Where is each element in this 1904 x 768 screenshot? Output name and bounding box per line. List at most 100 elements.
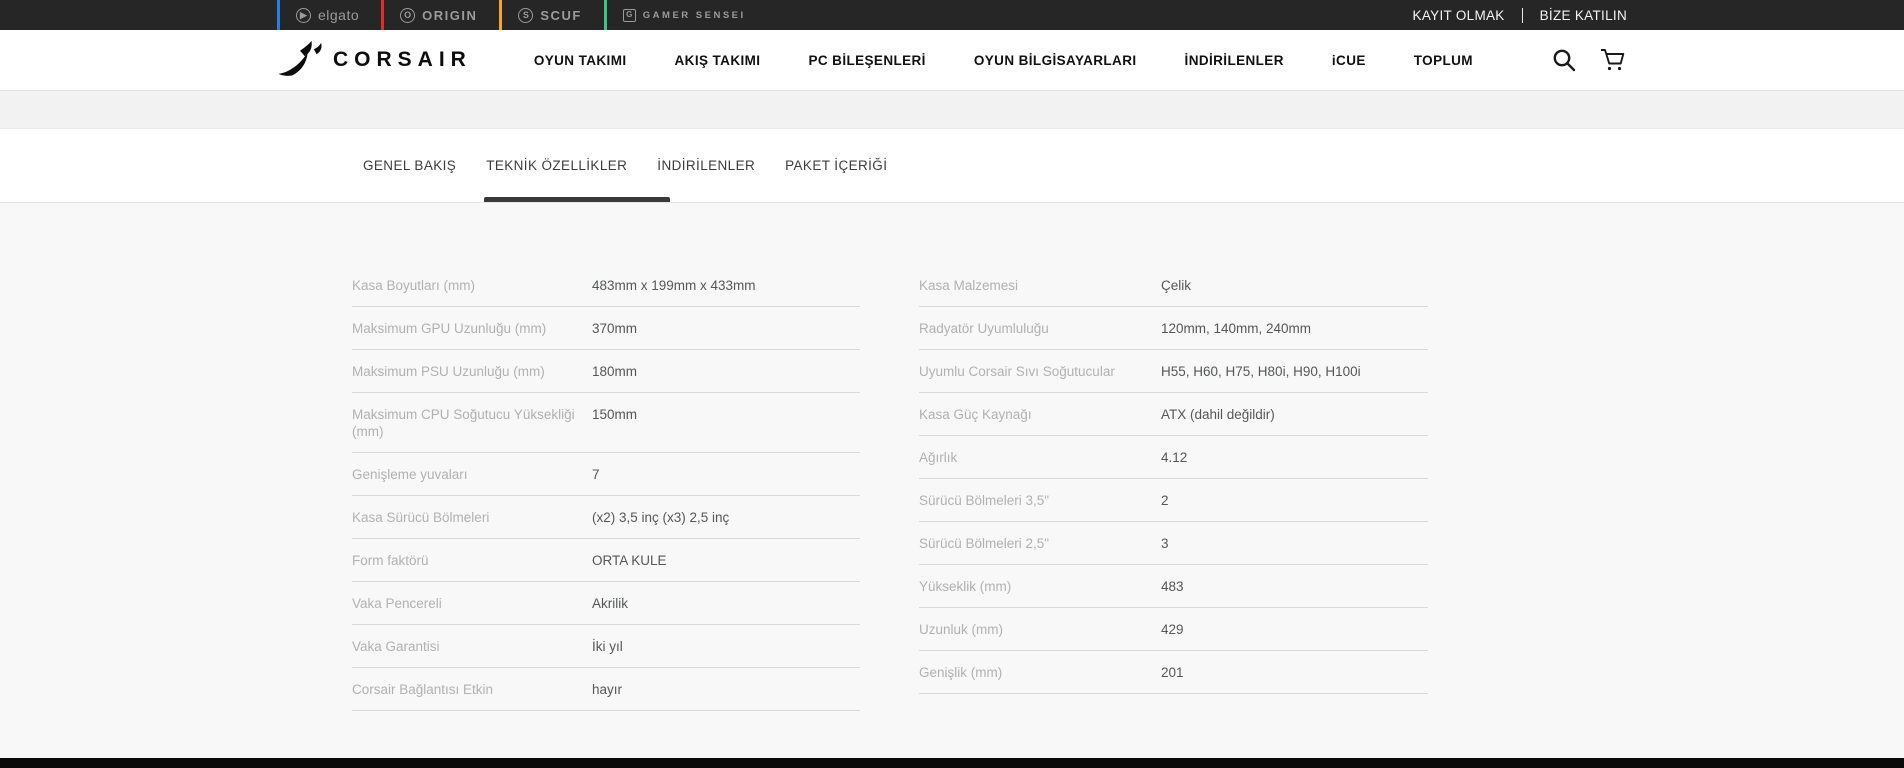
- page-subheader-strip: [0, 91, 1904, 129]
- spec-label: Uyumlu Corsair Sıvı Soğutucular: [919, 364, 1115, 379]
- spec-label: Sürücü Bölmeleri 2,5": [919, 536, 1050, 551]
- spec-value: İki yıl: [592, 639, 623, 654]
- spec-value: 3: [1161, 536, 1169, 551]
- tab-0[interactable]: GENEL BAKIŞ: [363, 158, 457, 173]
- search-icon[interactable]: [1551, 47, 1577, 73]
- brand-divider: [381, 0, 385, 30]
- spec-value: ATX (dahil değildir): [1161, 407, 1275, 422]
- brand-label: ORIGIN: [422, 7, 478, 23]
- spec-value: 2: [1161, 493, 1169, 508]
- brand-divider: [277, 0, 280, 30]
- spec-label: Genişleme yuvaları: [352, 467, 468, 482]
- nav-item-2[interactable]: PC BİLEŞENLERİ: [808, 52, 926, 68]
- brand-label: SCUF: [540, 7, 582, 23]
- primary-nav: OYUN TAKIMI AKIŞ TAKIMI PC BİLEŞENLERİ OYUN…: [534, 53, 1473, 68]
- partner-brands-bar: ▶ elgato O ORIGIN S SCUF G GAMER SENSEI KAYIT O…: [0, 0, 1904, 30]
- brand-link-3[interactable]: G GAMER SENSEI: [607, 0, 768, 30]
- spec-row: Maksimum PSU Uzunluğu (mm) 180mm: [352, 350, 860, 393]
- spec-row: Maksimum GPU Uzunluğu (mm) 370mm: [352, 307, 860, 350]
- spec-value: 180mm: [592, 364, 638, 379]
- tab-1[interactable]: TEKNİK ÖZELLİKLER: [484, 129, 671, 202]
- spec-label: Form faktörü: [352, 553, 429, 568]
- spec-row: Corsair Bağlantısı Etkin hayır: [352, 668, 860, 711]
- brand-link-2[interactable]: S SCUF: [502, 0, 603, 30]
- spec-row: Yükseklik (mm) 483: [919, 565, 1428, 608]
- spec-label: Kasa Sürücü Bölmeleri: [352, 510, 490, 525]
- nav-item-4[interactable]: İNDİRİLENLER: [1184, 52, 1284, 68]
- spec-row: Genişlik (mm) 201: [919, 651, 1428, 694]
- brand-link-0[interactable]: ▶ elgato: [280, 0, 381, 30]
- elgato-icon: ▶: [296, 7, 311, 23]
- corsair-sails-icon: [277, 41, 323, 79]
- spec-value: hayır: [592, 682, 623, 697]
- spec-row: Ağırlık 4.12: [919, 436, 1428, 479]
- gamer-sensei-icon: G: [622, 8, 636, 22]
- spec-label: Radyatör Uyumluluğu: [919, 321, 1049, 336]
- nav-item-6[interactable]: TOPLUM: [1413, 52, 1473, 68]
- corsair-wordmark: CORSAIR: [333, 48, 472, 71]
- nav-item-1[interactable]: AKIŞ TAKIMI: [674, 52, 761, 68]
- auth-divider: [1521, 7, 1523, 23]
- spec-value: ORTA KULE: [592, 553, 667, 568]
- spec-value: 201: [1161, 665, 1184, 680]
- spec-table-left: Kasa Boyutları (mm) 483mm x 199mm x 433mm…: [352, 264, 860, 711]
- spec-row: Uzunluk (mm) 429: [919, 608, 1428, 651]
- spec-row: Kasa Malzemesi Çelik: [919, 264, 1428, 307]
- join-link[interactable]: BİZE KATILIN: [1539, 7, 1627, 23]
- spec-label: Vaka Garantisi: [352, 639, 440, 654]
- spec-row: Kasa Sürücü Bölmeleri (x2) 3,5 inç (x3) 2…: [352, 496, 860, 539]
- tab-2[interactable]: İNDİRİLENLER: [657, 158, 756, 173]
- spec-row: Radyatör Uyumluluğu 120mm, 140mm, 240mm: [919, 307, 1428, 350]
- spec-label: Kasa Güç Kaynağı: [919, 407, 1032, 422]
- spec-row: Genişleme yuvaları 7: [352, 453, 860, 496]
- brand-link-1[interactable]: O ORIGIN: [384, 0, 499, 30]
- spec-label: Corsair Bağlantısı Etkin: [352, 682, 494, 697]
- cart-icon[interactable]: [1599, 47, 1627, 73]
- spec-row: Vaka Garantisi İki yıl: [352, 625, 860, 668]
- spec-value: 483mm x 199mm x 433mm: [592, 278, 756, 293]
- footer-bar: [0, 758, 1904, 768]
- spec-label: Kasa Boyutları (mm): [352, 278, 476, 293]
- spec-label: Maksimum PSU Uzunluğu (mm): [352, 364, 545, 379]
- brand-divider: [499, 0, 503, 30]
- spec-label: Uzunluk (mm): [919, 622, 1004, 637]
- product-tabs-bar: GENEL BAKIŞ TEKNİK ÖZELLİKLER İNDİRİLENLER…: [0, 129, 1904, 203]
- spec-row: Vaka Pencereli Akrilik: [352, 582, 860, 625]
- origin-icon: O: [400, 7, 416, 23]
- spec-value: Çelik: [1161, 278, 1192, 293]
- spec-value: (x2) 3,5 inç (x3) 2,5 inç: [592, 510, 730, 525]
- spec-value: 429: [1161, 622, 1184, 637]
- spec-label: Sürücü Bölmeleri 3,5": [919, 493, 1050, 508]
- spec-value: 370mm: [592, 321, 638, 336]
- spec-row: Kasa Boyutları (mm) 483mm x 199mm x 433mm: [352, 264, 860, 307]
- spec-label: Genişlik (mm): [919, 665, 1003, 680]
- auth-links: KAYIT OLMAK BİZE KATILIN: [1413, 0, 1627, 30]
- spec-row: Form faktörü ORTA KULE: [352, 539, 860, 582]
- tab-3[interactable]: PAKET İÇERİĞİ: [785, 158, 888, 173]
- register-link[interactable]: KAYIT OLMAK: [1412, 7, 1505, 23]
- nav-item-5[interactable]: iCUE: [1331, 52, 1366, 68]
- brand-divider: [603, 0, 607, 30]
- main-navbar: CORSAIR OYUN TAKIMI AKIŞ TAKIMI PC BİLEŞEN…: [0, 30, 1904, 91]
- spec-value: 7: [592, 467, 600, 482]
- spec-value: 483: [1161, 579, 1184, 594]
- tech-specs-section: Kasa Boyutları (mm) 483mm x 199mm x 433mm…: [0, 203, 1904, 758]
- spec-value: 4.12: [1161, 450, 1188, 465]
- spec-label: Ağırlık: [919, 450, 958, 465]
- scuf-icon: S: [518, 7, 534, 23]
- corsair-logo[interactable]: CORSAIR: [277, 41, 472, 79]
- spec-table-right: Kasa Malzemesi Çelik Radyatör Uyumluluğu 12…: [919, 264, 1428, 711]
- spec-value: H55, H60, H75, H80i, H90, H100i: [1161, 364, 1361, 379]
- spec-row: Maksimum CPU Soğutucu Yüksekliği (mm) 150…: [352, 393, 860, 453]
- spec-label: Yükseklik (mm): [919, 579, 1012, 594]
- spec-row: Sürücü Bölmeleri 2,5" 3: [919, 522, 1428, 565]
- spec-value: Akrilik: [592, 596, 628, 611]
- spec-label: Maksimum GPU Uzunluğu (mm): [352, 321, 547, 336]
- nav-item-3[interactable]: OYUN BİLGİSAYARLARI: [973, 52, 1137, 68]
- spec-row: Sürücü Bölmeleri 3,5" 2: [919, 479, 1428, 522]
- nav-item-0[interactable]: OYUN TAKIMI: [533, 52, 627, 68]
- spec-row: Uyumlu Corsair Sıvı Soğutucular H55, H60,…: [919, 350, 1428, 393]
- partner-brand-links: ▶ elgato O ORIGIN S SCUF G GAMER SENSEI: [277, 0, 768, 30]
- spec-value: 120mm, 140mm, 240mm: [1161, 321, 1312, 336]
- spec-value: 150mm: [592, 407, 638, 422]
